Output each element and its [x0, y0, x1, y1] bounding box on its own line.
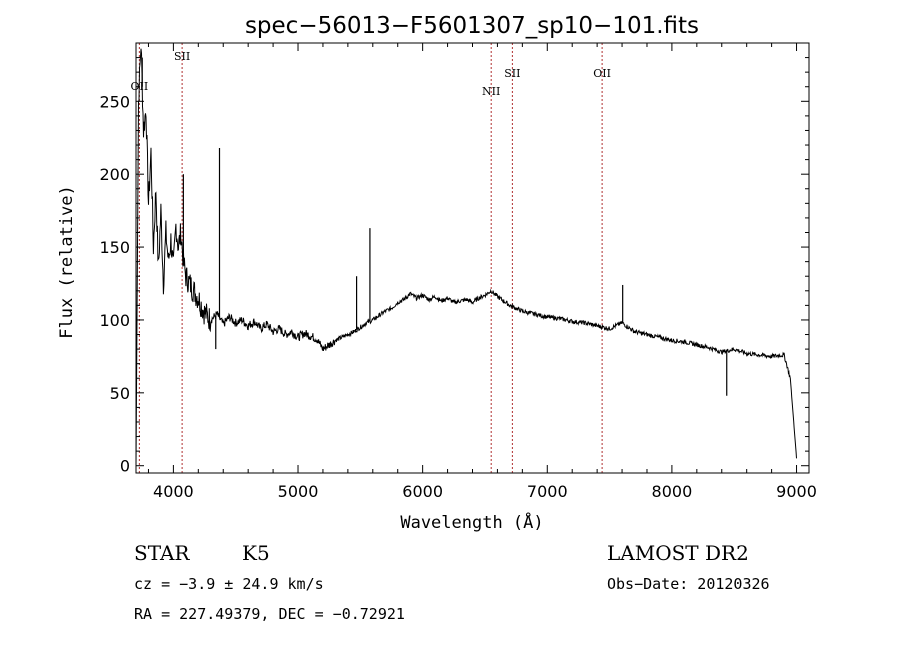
emission-line-label: NII	[482, 85, 500, 98]
x-tick-label: 5000	[278, 482, 319, 501]
y-tick-label: 250	[99, 92, 130, 111]
x-tick-label: 9000	[776, 482, 817, 501]
emission-line-label: OII	[593, 67, 611, 80]
y-tick-label: 150	[99, 238, 130, 257]
x-axis-ticks: 4000 5000 6000 7000 8000 9000	[147, 43, 817, 501]
x-tick-label: 7000	[527, 482, 568, 501]
x-axis-label: Wavelength (Å)	[400, 511, 543, 533]
coordinates-readout: RA = 227.49379, DEC = −0.72921	[134, 605, 405, 623]
plot-frame	[135, 42, 810, 474]
x-tick-label: 4000	[153, 482, 194, 501]
y-axis-label: Flux (relative)	[57, 185, 77, 339]
spectrum-line	[135, 48, 797, 466]
emission-line-label: SII	[504, 67, 520, 80]
y-tick-label: 0	[120, 457, 130, 476]
y-tick-label: 100	[99, 311, 130, 330]
y-tick-label: 200	[99, 165, 130, 184]
redshift-readout: cz = −3.9 ± 24.9 km/s	[134, 575, 324, 593]
observation-date: Obs−Date: 20120326	[607, 575, 770, 593]
object-type: STAR	[134, 541, 190, 565]
survey-name: LAMOST DR2	[607, 541, 749, 565]
emission-line-label: SII	[174, 50, 190, 63]
spectral-subclass: K5	[242, 541, 270, 565]
spectrum-series	[135, 48, 797, 466]
y-axis-ticks: 0 50 100 150 200 250	[99, 57, 809, 476]
chart-title: spec−56013−F5601307_sp10−101.fits	[245, 13, 699, 39]
x-tick-label: 6000	[402, 482, 443, 501]
x-tick-label: 8000	[652, 482, 693, 501]
y-tick-label: 50	[110, 384, 130, 403]
